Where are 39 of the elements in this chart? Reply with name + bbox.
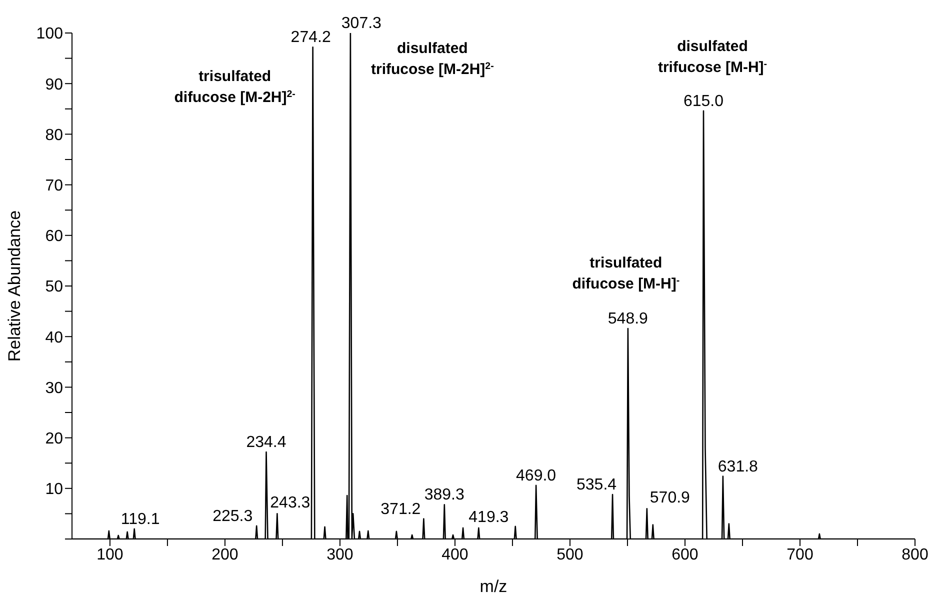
annotation: 119.1: [120, 510, 160, 528]
annotation: 570.9: [650, 490, 690, 507]
y-tick-label: 30: [45, 380, 64, 397]
y-tick-label: 20: [45, 430, 64, 448]
annotation: 225.3: [212, 508, 253, 525]
y-tick-label: 90: [45, 76, 64, 94]
annotation: 389.3: [424, 486, 465, 504]
x-tick-label: 200: [212, 546, 238, 564]
annotation: trisulfated difucose [M-H]$^{-}$: [572, 254, 680, 293]
x-tick-label: 100: [96, 546, 124, 564]
annotation: 631.8: [718, 458, 758, 476]
annotation: 234.4: [246, 434, 286, 451]
y-tick-label: 50: [45, 278, 64, 296]
annotation: 615.0: [683, 92, 724, 110]
y-tick-label: 60: [45, 228, 64, 246]
x-tick-label: 700: [786, 546, 814, 564]
y-tick-label: 10: [45, 481, 64, 498]
y-tick-label: 80: [45, 126, 64, 144]
x-tick-label: 500: [556, 546, 584, 564]
annotation: disulfated trifucose [M-2H]$^{2-}$: [371, 40, 494, 78]
y-tick-label: 70: [45, 177, 64, 194]
annotation: 307.3: [341, 15, 382, 32]
y-axis-title: Relative Abundance: [5, 210, 24, 362]
annotation: 243.3: [270, 494, 310, 512]
annotation: 371.2: [380, 500, 421, 518]
annotation: 469.0: [516, 467, 556, 484]
annotation: 548.9: [608, 310, 648, 328]
y-tick-label: 100: [36, 26, 64, 43]
annotation: 535.4: [576, 476, 617, 494]
x-tick-label: 300: [326, 546, 354, 564]
x-tick-label: 600: [672, 546, 698, 564]
annotation: disulfated trifucose [M-H]$^{-}$: [658, 38, 768, 76]
annotation: 274.2: [290, 29, 331, 46]
x-tick-label: 400: [442, 546, 468, 564]
x-axis-title: m/z: [480, 577, 508, 594]
y-tick-label: 40: [45, 329, 64, 346]
annotation: trisulfated difucose [M-2H]$^{2-}$: [174, 68, 296, 106]
annotation: 419.3: [468, 508, 509, 526]
x-tick-label: 800: [902, 546, 928, 564]
